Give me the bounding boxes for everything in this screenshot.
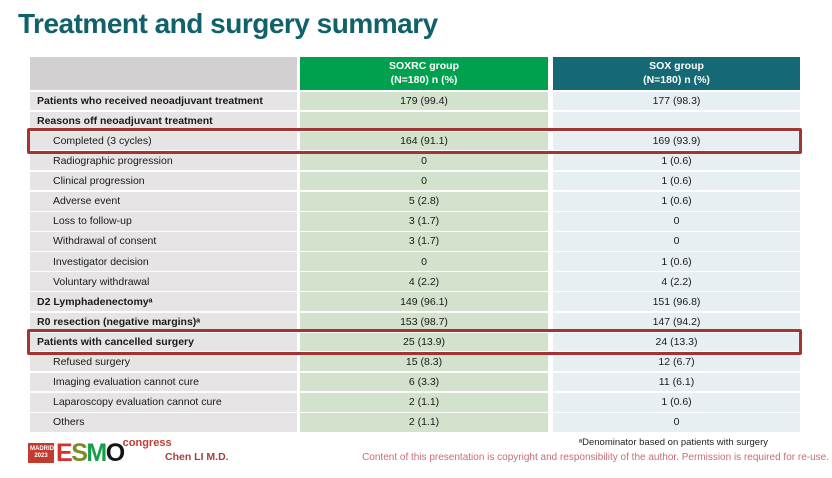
header-soxrc-line1: SOXRC group [389,59,459,72]
cell-sox: 1 (0.6) [553,252,800,271]
cell-sox: 147 (94.2) [553,312,800,332]
header-soxrc-group: SOXRC group (N=180) n (%) [300,57,548,90]
table-row: Patients with cancelled surgery 25 (13.9… [27,329,802,355]
row-label: Refused surgery [30,352,297,372]
row-label: Reasons off neoadjuvant treatment [30,111,297,131]
table-row: Investigator decision 0 1 (0.6) [30,252,800,271]
cell-soxrc: 164 (91.1) [300,131,548,151]
cell-soxrc: 2 (1.1) [300,413,548,432]
table-row: D2 Lymphadenectomyᵃ 149 (96.1) 151 (96.8… [30,292,800,312]
page-title: Treatment and surgery summary [18,8,438,39]
table-row: Adverse event 5 (2.8) 1 (0.6) [30,191,800,211]
cell-sox: 1 (0.6) [553,151,800,171]
cell-soxrc: 3 (1.7) [300,232,548,251]
row-label: Patients who received neoadjuvant treatm… [30,91,297,111]
row-label: Completed (3 cycles) [30,131,297,151]
cell-soxrc: 15 (8.3) [300,352,548,372]
row-label: Withdrawal of consent [30,232,297,251]
header-sox-line1: SOX group [649,59,704,72]
header-sox-line2: (N=180) n (%) [643,73,710,86]
table-row: Clinical progression 0 1 (0.6) [30,171,800,191]
esmo-letter-e: E [56,439,73,467]
cell-sox: 0 [553,413,800,432]
row-label: Investigator decision [30,252,297,271]
cell-sox [553,111,800,131]
cell-sox: 1 (0.6) [553,392,800,412]
table-row: R0 resection (negative margins)ᵃ 153 (98… [30,312,800,332]
cell-soxrc [300,111,548,131]
cell-soxrc: 0 [300,151,548,171]
table-row: Completed (3 cycles) 164 (91.1) 169 (93.… [27,128,802,154]
cell-sox: 4 (2.2) [553,272,800,291]
cell-soxrc: 3 (1.7) [300,212,548,231]
row-label: Imaging evaluation cannot cure [30,372,297,392]
header-soxrc-line2: (N=180) n (%) [390,73,458,86]
copyright-notice: Content of this presentation is copyrigh… [362,452,829,463]
esmo-letter-m: M [86,439,107,467]
esmo-letter-o: O [105,439,125,467]
cell-soxrc: 2 (1.1) [300,392,548,412]
row-label: Voluntary withdrawal [30,272,297,291]
madrid-label: MADRID [30,446,54,452]
cell-soxrc: 4 (2.2) [300,272,548,291]
row-label: D2 Lymphadenectomyᵃ [30,292,297,312]
table-header-row: SOXRC group (N=180) n (%) SOX group (N=1… [30,57,800,90]
table-row: Others 2 (1.1) 0 [30,413,800,432]
table-row: Reasons off neoadjuvant treatment [30,111,800,131]
congress-label: congress [122,437,172,449]
esmo-wordmark: ESMO [56,439,125,467]
esmo-letter-s: S [71,439,88,467]
author-name: Chen LI M.D. [165,451,229,463]
table-body: Patients who received neoadjuvant treatm… [27,91,802,432]
cell-soxrc: 6 (3.3) [300,372,548,392]
madrid-2023-badge: MADRID 2023 [28,443,54,464]
cell-soxrc: 25 (13.9) [300,332,548,352]
cell-soxrc: 0 [300,171,548,191]
cell-sox: 0 [553,212,800,231]
cell-soxrc: 149 (96.1) [300,292,548,312]
cell-sox: 1 (0.6) [553,191,800,211]
cell-sox: 1 (0.6) [553,171,800,191]
table-row: Laparoscopy evaluation cannot cure 2 (1.… [30,392,800,412]
row-label: Radiographic progression [30,151,297,171]
esmo-congress-logo: MADRID 2023 ESMO congress [28,436,172,466]
row-label: Others [30,413,297,432]
cell-sox: 169 (93.9) [553,131,800,151]
table-row: Patients who received neoadjuvant treatm… [30,91,800,111]
cell-sox: 24 (13.3) [553,332,800,352]
cell-soxrc: 179 (99.4) [300,91,548,111]
cell-sox: 177 (98.3) [553,91,800,111]
cell-soxrc: 0 [300,252,548,271]
header-empty-cell [30,57,297,90]
table-row: Radiographic progression 0 1 (0.6) [30,151,800,171]
treatment-summary-table: SOXRC group (N=180) n (%) SOX group (N=1… [27,57,802,432]
footnote: ᵃDenominator based on patients with surg… [578,437,768,448]
cell-sox: 151 (96.8) [553,292,800,312]
row-label: Clinical progression [30,171,297,191]
cell-sox: 0 [553,232,800,251]
table-row: Voluntary withdrawal 4 (2.2) 4 (2.2) [30,272,800,291]
row-label: Adverse event [30,191,297,211]
cell-soxrc: 5 (2.8) [300,191,548,211]
cell-sox: 12 (6.7) [553,352,800,372]
table-row: Imaging evaluation cannot cure 6 (3.3) 1… [30,372,800,392]
row-label: Patients with cancelled surgery [30,332,297,352]
cell-sox: 11 (6.1) [553,372,800,392]
row-label: Loss to follow-up [30,212,297,231]
table-row: Withdrawal of consent 3 (1.7) 0 [30,232,800,251]
row-label: Laparoscopy evaluation cannot cure [30,392,297,412]
row-label: R0 resection (negative margins)ᵃ [30,312,297,332]
cell-soxrc: 153 (98.7) [300,312,548,332]
header-sox-group: SOX group (N=180) n (%) [553,57,800,90]
table-row: Refused surgery 15 (8.3) 12 (6.7) [30,352,800,372]
madrid-year: 2023 [34,453,48,460]
table-row: Loss to follow-up 3 (1.7) 0 [30,212,800,231]
